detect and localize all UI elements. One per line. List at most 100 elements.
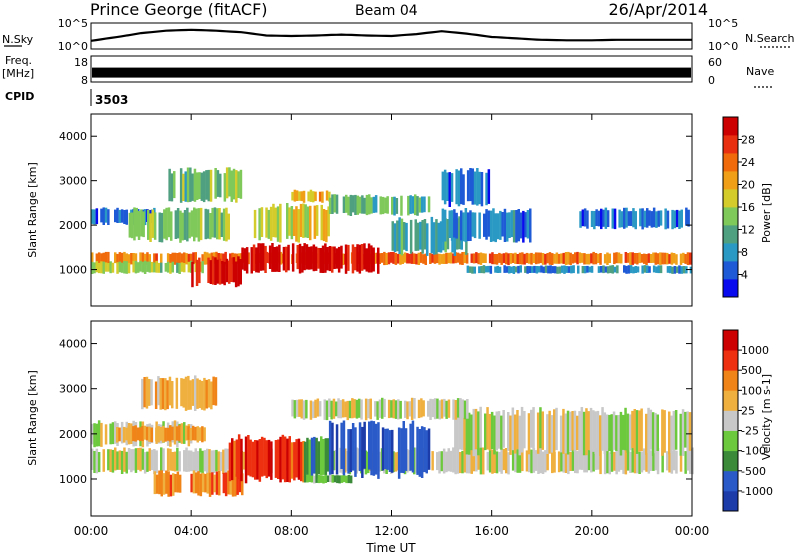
power-panel: 1000 2000 3000 4000 Slant Range [km] 4 8 12 16… xyxy=(26,113,773,307)
rti-cell xyxy=(136,427,140,441)
rti-cell xyxy=(231,438,234,481)
rti-cell xyxy=(322,439,325,475)
rti-cell xyxy=(160,253,163,264)
rti-cell xyxy=(351,195,355,213)
rti-cell xyxy=(626,253,630,263)
rti-cell xyxy=(670,451,674,474)
rti-cell xyxy=(230,170,233,202)
rti-cell xyxy=(651,412,655,456)
rti-cell xyxy=(691,447,694,475)
rti-cell xyxy=(339,400,343,419)
rti-cell xyxy=(141,261,145,273)
rti-cell xyxy=(141,426,144,441)
rti-cell xyxy=(542,266,545,274)
cpid-label: CPID xyxy=(5,90,34,103)
rti-cell xyxy=(548,410,551,454)
rti-cell xyxy=(174,474,177,493)
rti-cell xyxy=(633,449,637,474)
rti-cell xyxy=(245,247,249,274)
rti-cell xyxy=(282,246,286,271)
rti-cell xyxy=(638,252,641,264)
rti-cell xyxy=(455,169,458,205)
rti-cell xyxy=(100,208,103,223)
rti-cell xyxy=(234,261,238,288)
rti-cell xyxy=(487,169,491,204)
rti-cell xyxy=(269,206,273,241)
rti-cell xyxy=(320,475,323,483)
rti-cell xyxy=(168,425,172,442)
rti-cell xyxy=(433,398,437,420)
rti-cell xyxy=(197,471,200,496)
rti-cell xyxy=(373,252,377,264)
rti-cell xyxy=(372,421,376,476)
rti-cell xyxy=(678,210,681,229)
rti-cell xyxy=(669,266,672,274)
rti-cell xyxy=(323,399,326,420)
rti-cell xyxy=(183,252,186,265)
rti-cell xyxy=(599,253,602,265)
rti-cell xyxy=(666,210,670,229)
rti-cell xyxy=(183,210,187,240)
rti-cell xyxy=(377,247,380,274)
rti-cell xyxy=(116,451,119,470)
rti-cell xyxy=(107,209,110,225)
rti-cell xyxy=(400,195,403,216)
rti-cell xyxy=(257,243,260,273)
rti-cell xyxy=(224,251,227,265)
rti-cell xyxy=(278,244,281,272)
rti-cell xyxy=(600,208,603,230)
rti-cell xyxy=(515,210,518,243)
rti-cell xyxy=(666,451,669,471)
x-tick-label: 00:00 xyxy=(74,524,109,538)
rti-cell xyxy=(299,203,303,237)
rti-cell xyxy=(302,190,306,203)
y-tick-label: 3000 xyxy=(59,175,87,188)
rti-cell xyxy=(368,421,371,470)
rti-cell xyxy=(93,209,96,225)
rti-cell xyxy=(452,399,455,420)
rti-cell xyxy=(93,262,96,274)
rti-cell xyxy=(505,252,508,265)
rti-cell xyxy=(686,447,690,471)
rti-cell xyxy=(463,448,467,473)
rti-cell xyxy=(338,475,341,484)
rti-cell xyxy=(555,407,558,451)
rti-cell xyxy=(580,448,584,470)
rti-cell xyxy=(201,261,204,274)
rti-cell xyxy=(218,208,221,240)
rti-cell xyxy=(97,252,101,265)
rti-cell xyxy=(512,266,516,274)
rti-cell xyxy=(327,206,330,237)
rti-cell xyxy=(435,219,438,255)
rti-cell xyxy=(500,415,503,450)
rti-cell xyxy=(317,247,320,269)
rti-cell xyxy=(606,252,609,265)
x-axis-label: Time UT xyxy=(365,541,416,554)
rti-cell xyxy=(123,210,126,224)
rti-cell xyxy=(118,450,122,470)
rti-cell xyxy=(536,412,540,454)
rti-cell xyxy=(436,398,439,419)
rti-cell xyxy=(636,266,640,273)
rti-cell xyxy=(139,260,142,272)
rti-cell xyxy=(447,252,450,264)
rti-cell xyxy=(302,400,306,420)
rti-cell xyxy=(547,265,550,274)
rti-cell xyxy=(461,399,464,418)
rti-cell xyxy=(596,410,600,454)
rti-cell xyxy=(370,420,373,476)
station-title: Prince George (fitACF) xyxy=(90,0,268,19)
rti-cell xyxy=(196,451,200,474)
rti-cell xyxy=(522,210,525,243)
rti-cell xyxy=(130,449,133,473)
colorbar-tick-label: 500 xyxy=(741,364,762,377)
rti-cell xyxy=(443,209,447,242)
rti-cell xyxy=(150,427,153,443)
rti-cell xyxy=(384,197,387,214)
rti-cell xyxy=(337,398,340,419)
rti-cell xyxy=(633,409,636,451)
rti-cell xyxy=(544,450,547,473)
rti-cell xyxy=(675,450,678,474)
rti-cell xyxy=(228,167,231,197)
rti-cell xyxy=(479,406,482,448)
